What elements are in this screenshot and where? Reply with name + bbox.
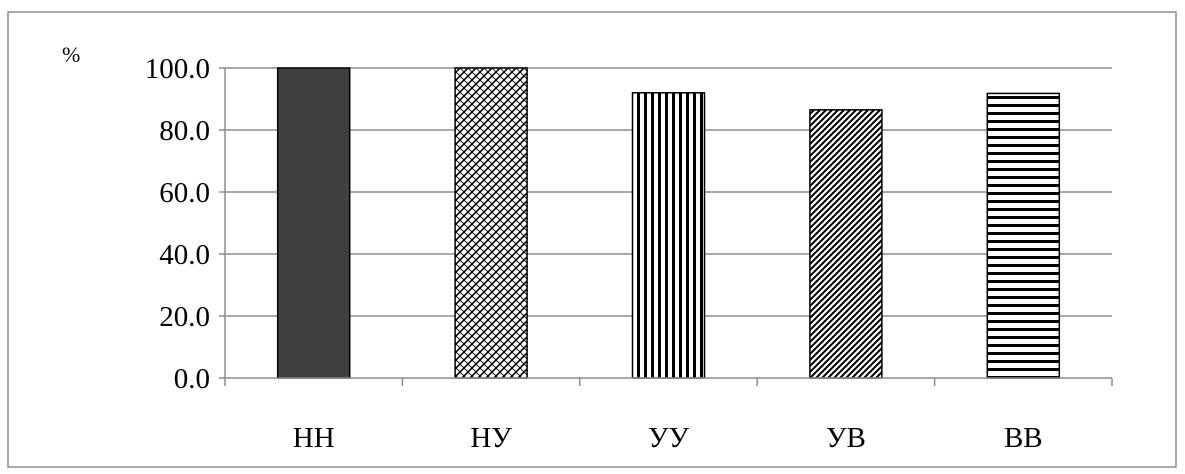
y-tick-label: 60.0 <box>159 177 210 209</box>
bar-1 <box>276 67 351 379</box>
y-tick-label: 100.0 <box>145 53 210 85</box>
bar-3 <box>631 92 706 379</box>
y-tick-labels: 0.0 20.0 40.0 60.0 80.0 100.0 <box>145 53 210 395</box>
y-tick-label: 20.0 <box>159 301 210 333</box>
bar-5 <box>986 92 1061 379</box>
x-category-labels: НН НУ УУ УВ ВВ <box>293 422 1043 454</box>
bars <box>276 67 1061 379</box>
bar-4 <box>809 109 883 379</box>
chart-frame <box>7 11 1177 468</box>
y-unit-label: % <box>62 42 80 67</box>
x-category-label: НУ <box>470 422 512 454</box>
y-tick-label: 80.0 <box>159 115 210 147</box>
y-tick-label: 0.0 <box>174 363 210 395</box>
bar-2 <box>454 67 528 379</box>
x-category-label: УУ <box>648 422 690 454</box>
x-category-label: ВВ <box>1004 422 1043 454</box>
x-category-label: УВ <box>826 422 866 454</box>
y-tick-label: 40.0 <box>159 239 210 271</box>
axes <box>224 68 1113 386</box>
x-category-label: НН <box>293 422 335 454</box>
